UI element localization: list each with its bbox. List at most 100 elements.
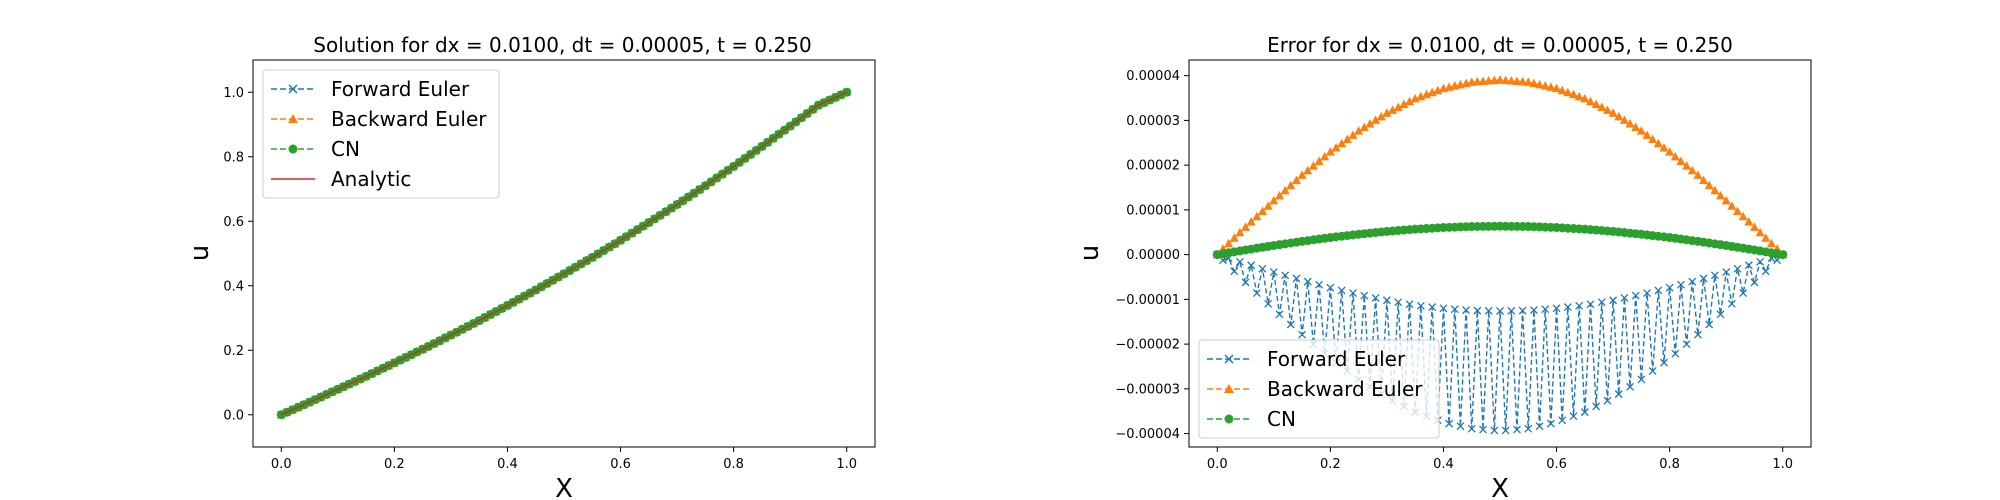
data-point [1529, 306, 1538, 315]
data-point [1660, 358, 1668, 367]
data-point [1303, 165, 1313, 175]
data-point [1591, 99, 1601, 109]
data-point [1456, 422, 1465, 431]
data-point [1314, 156, 1324, 165]
data-point [1756, 257, 1765, 266]
data-point [1518, 76, 1528, 86]
legend-label-forward-euler: Forward Euler [331, 77, 470, 101]
error-chart-title: Error for dx = 0.0100, dt = 0.00005, t =… [1267, 33, 1733, 57]
data-point [1665, 147, 1675, 156]
data-point [1405, 96, 1415, 106]
data-point [1337, 286, 1346, 295]
data-point [1523, 77, 1533, 86]
data-point [1512, 76, 1522, 85]
data-point [1224, 238, 1234, 248]
data-point [1620, 293, 1629, 302]
x-tick-label: 0.4 [1433, 457, 1454, 472]
data-point [1733, 264, 1742, 273]
data-point [1495, 75, 1505, 84]
data-point [1614, 390, 1623, 399]
data-point [1563, 303, 1572, 312]
data-point [1699, 274, 1708, 283]
data-point [1473, 306, 1482, 315]
data-point [1382, 296, 1391, 305]
data-point [1546, 419, 1555, 428]
data-point [1619, 115, 1629, 124]
data-point [1569, 412, 1578, 421]
y-tick-label: 0.00000 [1126, 248, 1180, 263]
y-tick-label: 1.0 [223, 86, 244, 101]
data-point [1557, 85, 1567, 95]
data-point [1263, 201, 1273, 210]
data-point [1230, 267, 1239, 276]
data-point [1241, 278, 1250, 287]
legend-marker-x-icon [1224, 354, 1234, 364]
data-point [1258, 264, 1267, 273]
y-tick-label: 0.00002 [1126, 159, 1180, 174]
data-point [1648, 367, 1657, 375]
y-tick-label: 0.00001 [1126, 203, 1180, 218]
data-point [1682, 340, 1691, 349]
data-point [1546, 82, 1556, 91]
error-y-axis-label: u [1075, 245, 1105, 261]
data-point [1349, 289, 1357, 298]
legend-marker-triangle-icon [288, 114, 298, 123]
data-point [1626, 382, 1635, 391]
legend-marker-x-icon [288, 84, 298, 94]
legend-marker-circle-icon [288, 144, 298, 154]
solution-axes-frame [252, 59, 876, 448]
data-point [1710, 271, 1719, 280]
data-point [1665, 283, 1674, 292]
data-point [1252, 211, 1262, 221]
data-point [1671, 349, 1680, 358]
data-point [1308, 161, 1318, 170]
data-point [1484, 306, 1493, 315]
data-point [1241, 222, 1251, 231]
data-point [1676, 156, 1686, 165]
error-legend: Forward Euler Backward Euler CN [1198, 339, 1440, 439]
data-point [1727, 201, 1737, 210]
data-point [1597, 102, 1607, 112]
data-point [1490, 426, 1499, 435]
data-point [1552, 304, 1561, 313]
data-point [1585, 96, 1595, 106]
data-point [1609, 296, 1618, 305]
data-point [1269, 195, 1279, 205]
x-tick-label: 0.0 [1207, 457, 1228, 472]
legend-marker-triangle-icon [1224, 384, 1234, 393]
data-point [1506, 76, 1516, 85]
data-point [1761, 233, 1771, 242]
x-tick-label: 0.8 [723, 457, 744, 472]
data-point [1513, 425, 1521, 434]
data-point [1625, 118, 1635, 128]
solution-plot-area [276, 87, 852, 420]
data-point [1348, 130, 1358, 139]
data-point [1280, 185, 1290, 195]
data-point [1710, 185, 1720, 195]
data-point [1286, 320, 1295, 329]
data-point [1518, 306, 1527, 315]
data-point [1575, 301, 1584, 310]
data-point [1744, 261, 1753, 270]
data-point [1445, 419, 1454, 428]
x-tick-label: 0.2 [1320, 457, 1341, 472]
data-point [1778, 250, 1788, 260]
data-point [1291, 175, 1301, 185]
y-tick-label: −0.00004 [1115, 427, 1180, 442]
data-point [1574, 91, 1584, 101]
data-point [1229, 233, 1239, 242]
data-point [1535, 79, 1545, 89]
legend-label-cn: CN [331, 137, 360, 161]
data-point [1744, 217, 1754, 226]
legend-item-forward-euler: Forward Euler [1207, 347, 1406, 371]
data-point [1592, 402, 1601, 411]
data-point [1394, 298, 1403, 307]
data-point [1558, 416, 1567, 425]
data-point [1235, 257, 1244, 266]
legend-item-backward-euler: Backward Euler [271, 107, 487, 131]
data-point [1614, 111, 1624, 121]
data-point [1659, 142, 1669, 152]
data-point [1467, 424, 1476, 433]
data-point [1496, 307, 1504, 315]
data-point [1569, 89, 1579, 99]
